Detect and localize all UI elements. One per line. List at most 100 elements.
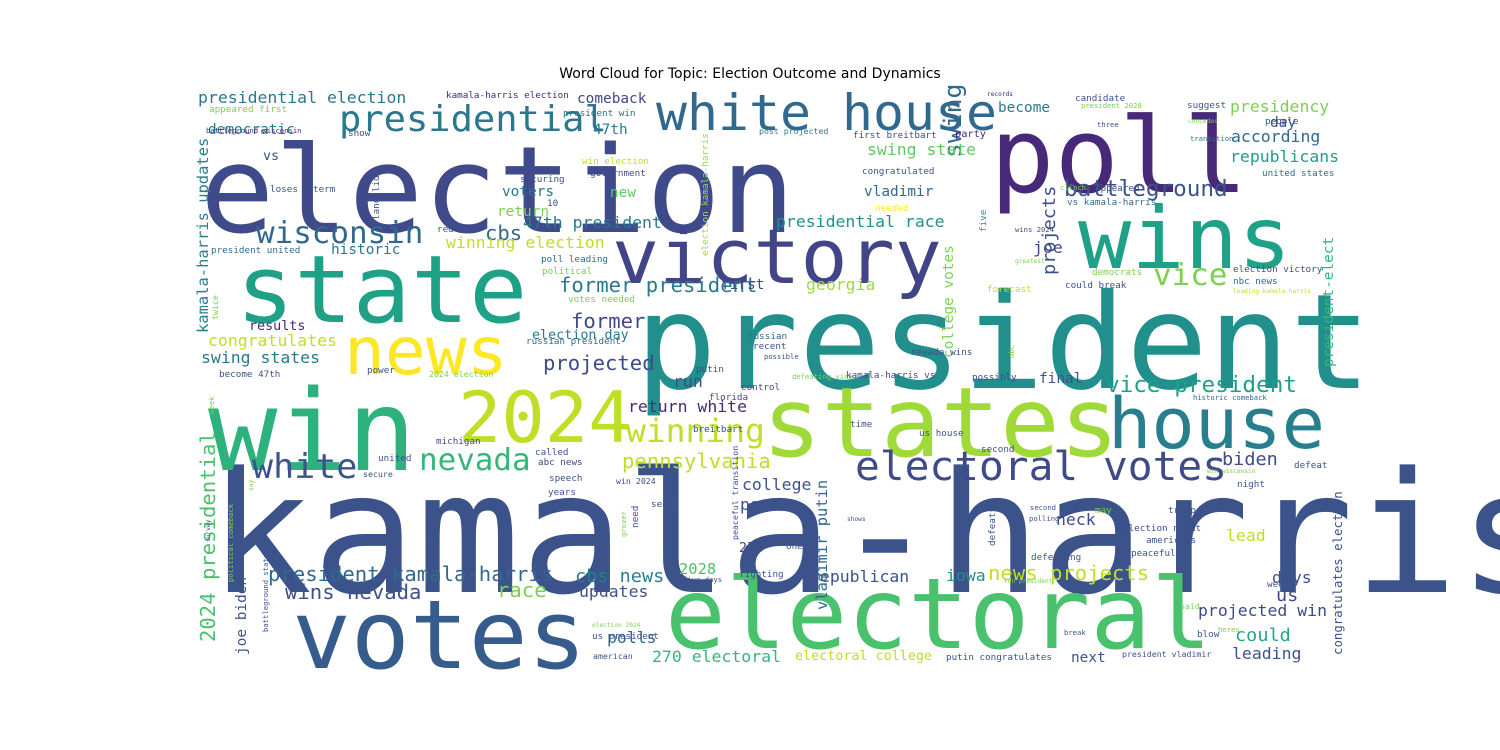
word-win-wisconsin: win wisconsin [1207,468,1256,475]
word-electoral-votes: electoral votes [855,444,1227,490]
word-survey: survey [205,519,212,542]
word-swing-state: swing state [867,140,976,159]
word-state: state [236,236,527,345]
word-transition: transition [1190,135,1233,143]
word-president-vladimir: president vladimir [1122,650,1211,659]
word-shows: shows [847,516,866,523]
word-five-days: five days [683,576,722,584]
word-defeating: defeating [1031,553,1081,563]
word-battleground-wisconsin: battleground wisconsin [206,127,302,135]
word-party: party [955,129,986,140]
word-winning-election: winning election [446,233,605,252]
word-russian: russian [748,332,787,342]
word-win: win [208,367,416,497]
word-five: five [979,210,989,232]
word-show: show [348,129,371,139]
word-2028: 2028 [679,560,716,578]
word-democrats: democrats [1092,268,1142,278]
word-house: house [1108,383,1325,465]
word-former-president: former president [559,273,757,297]
word-projects: projects [1039,186,1060,275]
word-projected-win: projected win [1198,601,1327,620]
word-presidential-election: presidential election [198,88,406,107]
word-term: term [313,185,335,195]
word-election-kamala-harris: election kamala-harris [701,133,711,256]
word-election-night: election night [1123,524,1201,534]
word-possibly: possibly [972,373,1017,383]
word-recent: recent [753,342,787,352]
word-cbs: cbs [485,221,522,245]
word-race: race [497,578,547,602]
word-forecast: forecast [987,285,1032,295]
word-concedes: concedes [1188,118,1218,125]
word-called: called [535,448,569,458]
word-securing: securing [520,175,565,185]
word-speech: speech [549,474,583,484]
word-american: american [593,652,633,661]
word-fighting: fighting [739,570,784,580]
word-nbc-news: nbc news [1233,277,1278,287]
word-years: years [548,488,576,498]
word-government: government [590,169,646,179]
word-college: college [742,475,811,494]
word-may: may [1095,506,1112,516]
word-return-white: return white [628,397,747,416]
word-updates: updates [579,582,648,601]
word-appeared-first: appeared first [209,105,287,115]
word-swing-states: swing states [201,348,320,367]
word-leading-kamala-harris: leading kamala-harris [1233,288,1311,295]
word-according: according [1231,127,1320,146]
word-kamala-harris-election: kamala-harris election [446,91,569,101]
word-red: red [437,225,454,235]
word-week: week [208,396,216,414]
word-run: run [673,372,703,391]
chart-title: Word Cloud for Topic: Election Outcome a… [559,66,941,82]
word-putin-congratulates: putin congratulates [946,653,1052,663]
word-second-term: second term [1030,504,1078,512]
word-swing: swing [939,84,967,158]
word-loses: loses [270,185,298,195]
word-putin: putin [696,365,724,375]
word-electoral-college: electoral college [795,649,932,664]
word-kamala-harris: kamala-harris [208,436,1500,632]
word-election-victory: election victory [1233,265,1323,275]
word-political-comeback: political comeback [227,503,235,582]
word-biden: biden [1222,449,1278,470]
word-abc: abc [1008,345,1016,358]
word-days: days [1272,568,1312,587]
word-could: could [1235,625,1291,646]
word-lead: lead [1226,526,1266,545]
word-2024: 2024 [458,377,632,459]
word-presidency: presidency [1230,97,1330,116]
word-victory: victory [612,212,942,301]
word-white-house: white house [656,84,997,142]
word-historic-comeback: historic comeback [1193,394,1268,402]
word-appeared: appeared [1095,184,1140,194]
word-kamala-harris-vs: kamala-harris vs [846,371,935,381]
word-trumps: trumps [1168,506,1202,516]
word-election: election [200,122,795,261]
word-projected: projected [543,351,655,375]
word-polling: polling [1029,515,1059,523]
word-election-2024: election 2024 [592,622,641,629]
word-wins-nevada: wins nevada [285,580,421,604]
word-270-electoral: 270 electoral [652,647,781,666]
word-run-president: run president [1004,578,1053,585]
word-said: said [1180,602,1200,611]
word-power: power [367,366,395,376]
word-white: white [252,447,357,487]
word-landslide: landslide [372,170,382,220]
word-votes: votes [292,581,587,691]
word-final: final [1039,371,1082,387]
word-results: results [249,319,305,334]
word-first-breitbart: first breitbart [853,131,937,141]
word-records: records [987,91,1013,98]
word-congratulates: congratulates [208,331,337,350]
word-control: control [741,383,780,393]
word-seats: seats [651,500,679,510]
word-day: day [1270,115,1296,131]
word-second: second [981,445,1015,455]
word-georgia: georgia [806,275,875,294]
word-comeback: comeback [577,91,647,107]
word-us-president: us president [592,632,659,642]
